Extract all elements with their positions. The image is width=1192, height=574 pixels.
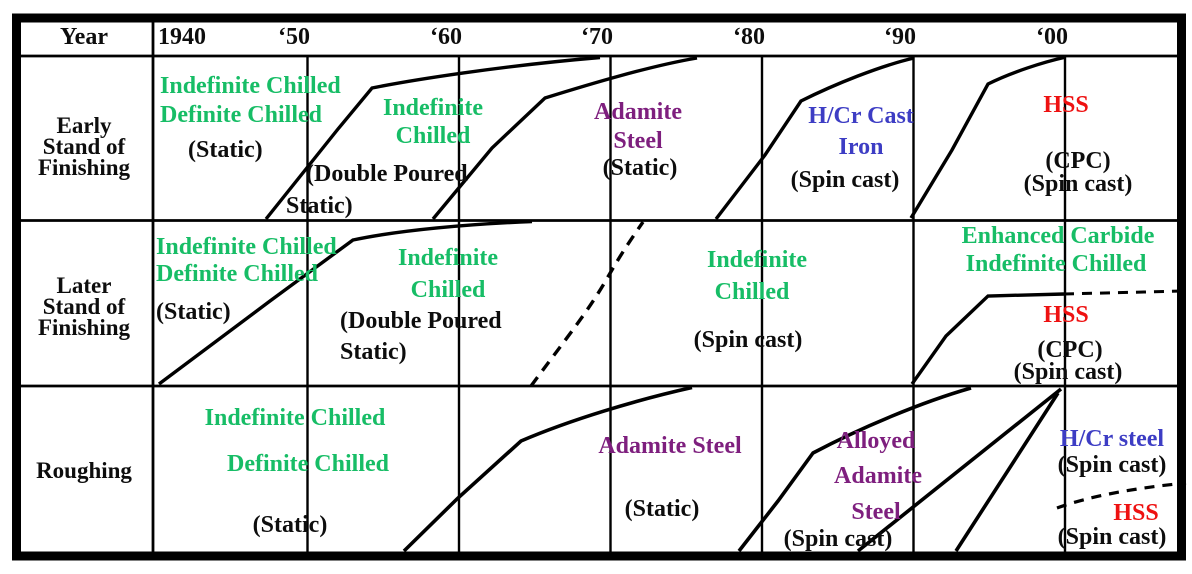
material-label-indefinite-chilled: Indefinite Chilled [160, 73, 341, 99]
material-label-hss: HSS [1113, 500, 1159, 526]
transition-curve-later-3 [910, 292, 1065, 385]
material-label-adamite-steel: Adamite Steel [598, 433, 742, 459]
casting-note-double-poured: (Double Poured [306, 161, 468, 187]
casting-note-spin-cast: (Spin cast) [1023, 171, 1133, 197]
year-tick-1950: ‘50 [278, 24, 310, 50]
row-header-line: Stand of [42, 294, 126, 319]
material-label-hss: HSS [1043, 92, 1089, 118]
casting-note-static: (Static) [188, 137, 263, 163]
year-tick-1940: 1940 [158, 24, 206, 50]
casting-note-spin-cast: (Spin cast) [1013, 359, 1123, 385]
casting-note-spin-cast: (Spin cast) [790, 167, 900, 193]
year-tick-1980: ‘80 [733, 24, 765, 50]
year-tick-1990: ‘90 [884, 24, 916, 50]
transition-curve-later-2-dashed [529, 221, 645, 388]
casting-note-cpc: (CPC) [1037, 337, 1103, 363]
year-column-header: Year [60, 24, 108, 50]
casting-note-spin-cast: (Spin cast) [783, 526, 893, 552]
row-header-line: Finishing [37, 155, 131, 180]
year-tick-1970: ‘70 [581, 24, 613, 50]
material-label-hss: HSS [1043, 302, 1089, 328]
casting-note-double-poured: (Double Poured [340, 308, 502, 334]
material-label-hcr-cast: H/Cr Cast [808, 103, 914, 129]
transition-curve-early-3 [714, 56, 915, 221]
transition-curve-later-3-dashed-tail [1063, 289, 1185, 296]
material-label-definite-chilled: Definite Chilled [227, 451, 389, 477]
row-header-line: Finishing [37, 315, 131, 340]
casting-note-static-2: Static) [286, 193, 353, 219]
casting-note-spin-cast: (Spin cast) [1057, 524, 1167, 550]
material-label-indefinite-chilled: Indefinite Chilled [156, 234, 337, 260]
casting-note-spin-cast: (Spin cast) [1057, 452, 1167, 478]
material-label-chilled: Chilled [410, 277, 486, 303]
row-header-early-stand-of-finishing: Early Stand of Finishing [37, 113, 131, 180]
casting-note-static: (Static) [156, 299, 231, 325]
outer-border [12, 13, 1186, 561]
material-label-indefinite: Indefinite [397, 245, 499, 271]
transition-curve-early-1 [264, 55, 601, 221]
row-header-line: Roughing [36, 458, 132, 483]
transition-curve-early-2 [431, 56, 698, 221]
transition-curve-roughing-4-dashed [1056, 481, 1187, 510]
row-header-line: Later [56, 273, 112, 298]
casting-note-static: (Static) [252, 512, 328, 538]
casting-note-static: (Static) [602, 155, 678, 181]
transition-curve-roughing-3a [856, 387, 1063, 553]
material-label-steel: Steel [851, 499, 901, 525]
row-header-line: Stand of [42, 134, 126, 159]
material-label-indefinite: Indefinite [706, 247, 808, 273]
row-header-roughing: Roughing [36, 458, 132, 483]
year-tick-2000: ‘00 [1036, 24, 1068, 50]
transition-curve-roughing-2 [737, 386, 972, 553]
material-label-adamite: Adamite [834, 463, 922, 489]
material-label-hcr-steel: H/Cr steel [1059, 426, 1165, 452]
material-label-chilled: Chilled [714, 279, 790, 305]
row-header-later-stand-of-finishing: Later Stand of Finishing [37, 273, 131, 340]
material-label-indefinite-chilled: Indefinite Chilled [965, 251, 1147, 277]
year-tick-1960: ‘60 [430, 24, 462, 50]
casting-note-static: (Static) [624, 496, 700, 522]
material-label-adamite: Adamite [594, 99, 682, 125]
material-label-definite-chilled: Definite Chilled [156, 261, 318, 287]
casting-note-spin-cast: (Spin cast) [693, 327, 803, 353]
transition-curve-later-1 [157, 219, 533, 386]
material-label-indefinite: Indefinite [382, 95, 484, 121]
transition-curve-roughing-1 [402, 385, 693, 553]
material-label-chilled: Chilled [395, 123, 471, 149]
material-label-indefinite-chilled: Indefinite Chilled [204, 405, 386, 431]
casting-note-static-2: Static) [340, 339, 407, 365]
casting-note-cpc: (CPC) [1045, 148, 1111, 174]
material-label-definite-chilled: Definite Chilled [160, 102, 322, 128]
material-label-iron: Iron [838, 134, 884, 160]
transition-curve-early-4 [909, 55, 1065, 219]
row-header-line: Early [56, 113, 112, 138]
material-label-alloyed: Alloyed [836, 428, 916, 454]
material-label-steel: Steel [613, 128, 663, 154]
material-label-enhanced-carbide: Enhanced Carbide [961, 223, 1155, 249]
transition-curve-roughing-3b [954, 392, 1060, 552]
